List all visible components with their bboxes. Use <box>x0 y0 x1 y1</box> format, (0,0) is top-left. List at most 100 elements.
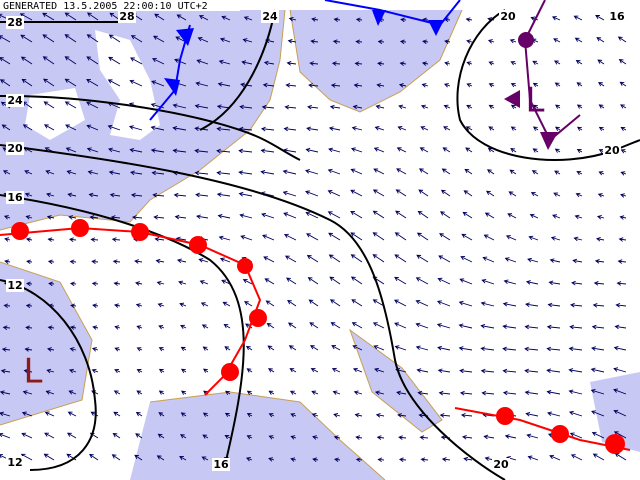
wind-arrow <box>290 457 297 462</box>
wind-arrow <box>418 168 429 175</box>
wind-arrow <box>510 126 517 131</box>
wind-arrow <box>619 215 627 220</box>
wind-arrow <box>463 190 473 197</box>
wind-arrow <box>553 192 561 197</box>
wind-arrow <box>172 103 187 109</box>
wind-arrow <box>569 324 583 330</box>
wind-arrow <box>246 368 253 373</box>
wind-arrow <box>47 347 55 352</box>
wind-arrow <box>180 412 187 417</box>
wind-arrow <box>221 15 231 21</box>
wind-arrow <box>25 325 33 331</box>
wind-arrow <box>68 368 77 374</box>
wind-arrow <box>483 234 495 241</box>
wind-arrow <box>397 126 407 131</box>
wind-arrow <box>591 324 605 330</box>
wind-arrow <box>43 101 55 109</box>
wind-arrow <box>153 35 165 43</box>
wind-arrow <box>65 147 77 153</box>
wind-arrow <box>459 368 473 374</box>
wind-arrow <box>23 368 33 374</box>
wind-arrow <box>129 79 143 87</box>
wind-arrow <box>593 281 605 286</box>
wind-arrow <box>483 434 495 440</box>
wind-arrow <box>264 278 275 285</box>
wind-arrow <box>524 324 539 330</box>
wind-arrow <box>202 368 209 373</box>
wind-arrow <box>481 278 495 285</box>
wind-arrow <box>245 323 253 329</box>
wind-arrow <box>524 368 539 374</box>
isobar <box>0 194 245 466</box>
isobar <box>0 279 97 471</box>
wind-arrow <box>465 126 473 131</box>
occluded-front <box>523 0 581 142</box>
wind-arrow <box>307 277 319 285</box>
front-symbol <box>551 425 569 443</box>
wind-arrow <box>308 83 319 88</box>
isobar <box>456 9 640 161</box>
wind-arrow <box>3 215 11 220</box>
wind-arrow <box>616 281 627 286</box>
wind-arrow <box>487 39 495 44</box>
wind-arrow <box>613 346 627 351</box>
wind-arrow <box>156 280 165 286</box>
wind-arrow <box>331 61 341 66</box>
wind-arrow <box>92 325 99 330</box>
wind-arrow <box>305 147 319 153</box>
wind-arrow <box>154 236 165 242</box>
wind-arrow <box>502 346 517 352</box>
wind-arrow <box>397 413 407 418</box>
wind-arrow <box>376 83 385 88</box>
wind-arrow <box>572 258 583 264</box>
wind-arrow <box>2 170 11 175</box>
wind-arrow <box>590 367 605 373</box>
wind-arrow <box>238 170 253 175</box>
wind-arrow <box>527 257 539 263</box>
wind-arrow <box>156 455 165 461</box>
wind-arrow <box>568 368 583 373</box>
front-symbol <box>189 236 207 254</box>
wind-arrow <box>306 233 319 241</box>
wind-arrow <box>152 57 165 65</box>
wind-arrow <box>46 215 55 220</box>
wind-arrow <box>594 259 605 264</box>
wind-arrow <box>112 259 121 264</box>
wind-arrow <box>415 322 429 329</box>
wind-arrow <box>466 104 473 110</box>
wind-arrow <box>129 147 143 153</box>
wind-arrow <box>181 368 187 374</box>
wind-arrow <box>398 457 407 463</box>
wind-arrow <box>43 78 55 87</box>
wind-arrow <box>224 346 231 351</box>
wind-arrow <box>263 60 275 66</box>
wind-arrow <box>130 57 143 65</box>
wind-arrow <box>328 254 341 263</box>
wind-arrow <box>108 56 121 65</box>
wind-arrow <box>570 454 583 461</box>
wind-arrow <box>282 169 297 175</box>
baltic-sea <box>290 10 462 112</box>
wind-arrow <box>288 16 297 22</box>
wind-arrow <box>546 389 561 395</box>
wind-arrow <box>128 125 143 131</box>
wind-arrow <box>527 455 539 461</box>
wind-arrow <box>268 435 275 440</box>
wind-arrow <box>21 432 33 439</box>
wind-arrow <box>0 432 11 439</box>
wind-arrow <box>350 232 363 241</box>
wind-arrow <box>86 147 99 153</box>
wind-arrow <box>421 83 429 88</box>
wind-arrow <box>373 345 385 351</box>
front-symbol <box>176 28 194 46</box>
wind-arrow <box>598 104 605 109</box>
wind-arrow <box>201 324 209 329</box>
wind-arrow <box>173 192 187 198</box>
wind-arrow <box>224 434 231 440</box>
wind-arrow <box>617 259 627 264</box>
wind-arrow <box>198 258 209 263</box>
wind-arrow <box>570 302 583 308</box>
wind-arrow <box>373 168 385 175</box>
wind-arrow <box>532 126 539 131</box>
